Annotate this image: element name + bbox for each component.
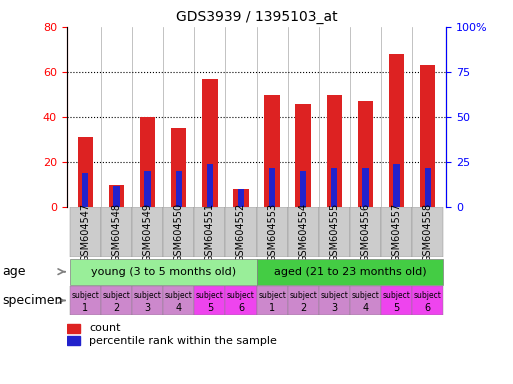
Bar	[389, 54, 404, 207]
Bar	[70, 286, 101, 315]
Bar	[109, 185, 124, 207]
Text: 3: 3	[145, 303, 151, 313]
Text: young (3 to 5 months old): young (3 to 5 months old)	[91, 266, 235, 277]
Text: 6: 6	[238, 303, 244, 313]
Text: 2: 2	[113, 303, 120, 313]
Bar	[202, 79, 218, 207]
Text: 4: 4	[362, 303, 368, 313]
Bar	[82, 173, 88, 207]
Text: subject: subject	[383, 291, 410, 300]
Bar	[70, 259, 256, 285]
Bar	[350, 207, 381, 257]
Bar	[101, 286, 132, 315]
Text: 3: 3	[331, 303, 338, 313]
Bar	[319, 286, 350, 315]
Bar	[140, 117, 155, 207]
Bar	[420, 65, 436, 207]
Text: GSM604548: GSM604548	[111, 203, 122, 262]
Text: subject: subject	[196, 291, 224, 300]
Bar	[225, 286, 256, 315]
Text: age: age	[3, 265, 26, 278]
Text: GSM604557: GSM604557	[391, 203, 402, 262]
Bar	[194, 207, 225, 257]
Text: 5: 5	[207, 303, 213, 313]
Bar	[207, 164, 213, 207]
Bar	[362, 168, 368, 207]
Text: 6: 6	[425, 303, 431, 313]
Text: count: count	[89, 323, 121, 333]
Text: specimen: specimen	[3, 294, 63, 307]
Bar	[225, 207, 256, 257]
Bar	[295, 104, 311, 207]
Bar	[412, 207, 443, 257]
Bar	[77, 137, 93, 207]
Bar	[331, 168, 338, 207]
Bar	[256, 286, 288, 315]
Bar	[412, 286, 443, 315]
Text: 4: 4	[175, 303, 182, 313]
Text: 1: 1	[82, 303, 88, 313]
Title: GDS3939 / 1395103_at: GDS3939 / 1395103_at	[175, 10, 338, 25]
Bar	[381, 286, 412, 315]
Bar	[256, 207, 288, 257]
Bar	[70, 207, 101, 257]
Text: GSM604558: GSM604558	[423, 203, 432, 262]
Bar	[269, 168, 275, 207]
Bar	[350, 286, 381, 315]
Bar	[163, 207, 194, 257]
Text: subject: subject	[165, 291, 193, 300]
Text: subject: subject	[227, 291, 255, 300]
Bar	[145, 171, 151, 207]
Bar	[264, 94, 280, 207]
Text: subject: subject	[289, 291, 317, 300]
Bar	[425, 168, 431, 207]
Bar	[132, 286, 163, 315]
Text: GSM604549: GSM604549	[143, 203, 152, 262]
Text: GSM604556: GSM604556	[361, 203, 370, 262]
Bar	[288, 286, 319, 315]
Bar	[194, 286, 225, 315]
Bar	[393, 164, 400, 207]
Bar	[67, 336, 80, 345]
Text: GSM604551: GSM604551	[205, 203, 215, 262]
Text: subject: subject	[258, 291, 286, 300]
Bar	[300, 171, 306, 207]
Bar	[358, 101, 373, 207]
Text: subject: subject	[103, 291, 130, 300]
Bar	[163, 286, 194, 315]
Bar	[175, 171, 182, 207]
Text: subject: subject	[71, 291, 100, 300]
Text: subject: subject	[134, 291, 162, 300]
Bar	[256, 259, 443, 285]
Bar	[101, 207, 132, 257]
Text: 1: 1	[269, 303, 275, 313]
Bar	[381, 207, 412, 257]
Bar	[67, 324, 80, 333]
Bar	[326, 94, 342, 207]
Bar	[288, 207, 319, 257]
Text: aged (21 to 23 months old): aged (21 to 23 months old)	[273, 266, 426, 277]
Text: GSM604552: GSM604552	[236, 203, 246, 262]
Bar	[319, 207, 350, 257]
Text: GSM604553: GSM604553	[267, 203, 277, 262]
Bar	[132, 207, 163, 257]
Bar	[233, 189, 249, 207]
Bar	[113, 186, 120, 207]
Text: GSM604554: GSM604554	[298, 203, 308, 262]
Text: GSM604550: GSM604550	[174, 203, 184, 262]
Text: percentile rank within the sample: percentile rank within the sample	[89, 336, 278, 346]
Text: subject: subject	[351, 291, 379, 300]
Text: subject: subject	[413, 291, 442, 300]
Bar	[171, 128, 187, 207]
Text: 2: 2	[300, 303, 306, 313]
Text: 5: 5	[393, 303, 400, 313]
Text: subject: subject	[320, 291, 348, 300]
Text: GSM604547: GSM604547	[81, 203, 90, 262]
Bar	[238, 189, 244, 207]
Text: GSM604555: GSM604555	[329, 203, 339, 262]
